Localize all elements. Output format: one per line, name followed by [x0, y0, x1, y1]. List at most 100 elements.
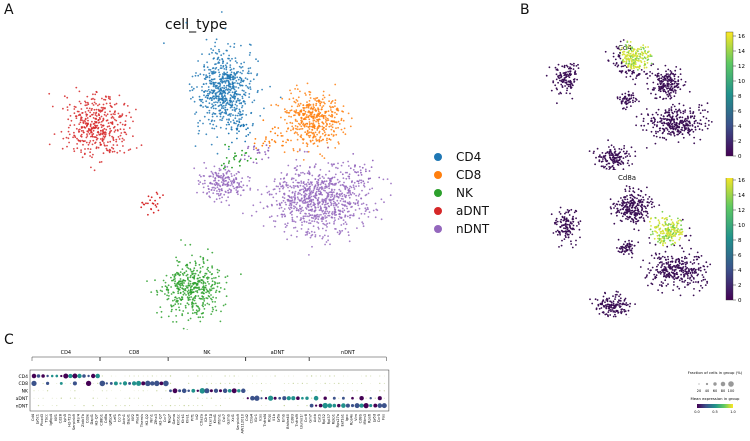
dot [333, 382, 335, 384]
dot [97, 382, 99, 385]
dot [320, 375, 322, 377]
gene-label: Xcl1 [231, 414, 235, 422]
group-bracket-label: aDNT [271, 350, 286, 356]
dot [220, 397, 221, 399]
dot [292, 382, 294, 385]
gene-label: Izumo1r [299, 413, 303, 428]
legend-item-cd8: CD8 [434, 166, 514, 184]
colorbar-tick: 10 [738, 223, 745, 229]
legend-item-cd4: CD4 [434, 148, 514, 166]
dot [238, 382, 240, 385]
dot [359, 395, 364, 401]
dot [291, 396, 296, 401]
dot [199, 388, 206, 394]
gene-label: Fcer1g [208, 414, 212, 426]
colorbar-tick: 0 [738, 298, 742, 304]
dot [363, 402, 369, 409]
dot [347, 375, 349, 377]
dot [151, 404, 153, 407]
cell-type-legend: CD4 CD8 NK aDNT nDNT [434, 148, 514, 238]
gene-label: H2-Q2 [145, 414, 149, 426]
feature-cells [639, 247, 712, 297]
dot [370, 375, 372, 377]
legend-swatch [434, 153, 442, 161]
size-legend-dot [705, 382, 709, 386]
gene-label: Ccr8 [304, 413, 308, 422]
dot [351, 396, 354, 400]
dot [101, 405, 103, 407]
dot [120, 390, 121, 392]
dot [141, 381, 146, 386]
dot [246, 397, 249, 400]
dot [187, 389, 190, 393]
dot [242, 397, 244, 399]
legend-label: nDNT [456, 222, 490, 236]
gene-label: Cytb [318, 413, 322, 422]
gene-label: Il1r1 [254, 414, 258, 422]
dot [301, 396, 304, 400]
colorbar-tick: 2 [738, 139, 742, 145]
gene-label: Cd4 [31, 413, 35, 421]
dot [192, 405, 194, 407]
row-label: aDNT [16, 396, 29, 402]
gene-label: Tnfrsf9 [295, 413, 299, 427]
gene-label: Prf1 [190, 414, 194, 421]
colorbar-tick: 14 [738, 193, 745, 199]
dot [370, 390, 372, 392]
dot [292, 375, 294, 377]
gene-label: Cst7 [222, 414, 226, 422]
dot [147, 405, 149, 407]
dot [91, 373, 96, 379]
feature-scatter: 16 14 12 10 8 6 4 2 0 [545, 31, 745, 170]
gene-label: Msr4 [77, 413, 81, 422]
umap-stray-cd4 [227, 113, 254, 144]
dot [138, 390, 139, 392]
gene-label: Fos [381, 414, 385, 420]
dot [224, 397, 226, 399]
dot [201, 397, 203, 399]
dot [206, 397, 208, 399]
dot [204, 388, 210, 394]
dot [138, 405, 139, 406]
gene-label: Ifitm1 [218, 414, 222, 425]
dot [341, 396, 345, 400]
dot [265, 383, 267, 384]
feature-cells [545, 62, 580, 105]
dot [128, 397, 131, 399]
dot [161, 405, 162, 406]
gene-label: Klrd1 [213, 414, 217, 423]
dot [351, 390, 354, 392]
gene-label: Actb [313, 413, 317, 422]
dot [322, 402, 328, 409]
dot [206, 382, 208, 385]
dot [42, 382, 44, 384]
dot [42, 390, 44, 392]
dot [213, 388, 219, 393]
feature-plot-cd4: Cd4 16 14 12 10 8 6 4 2 0 [518, 30, 750, 170]
gene-label: Lyh5 [63, 414, 67, 422]
dot [329, 382, 331, 384]
dot [159, 381, 164, 386]
dot [356, 390, 358, 392]
dot [265, 405, 267, 407]
colorbar-tick: 14 [738, 49, 745, 55]
dot [315, 382, 317, 384]
dot [70, 390, 71, 392]
dot-plot-frame [29, 369, 390, 412]
dot [115, 375, 117, 377]
row-label: CD4 [19, 374, 29, 380]
dot [51, 397, 53, 399]
dot [119, 382, 122, 385]
group-bracket [168, 356, 246, 361]
dot [37, 404, 40, 407]
dot [338, 382, 340, 385]
dot [283, 390, 285, 392]
gene-label: Plac8 [136, 413, 140, 423]
dot [111, 390, 112, 392]
dot [188, 382, 190, 385]
dot [305, 396, 309, 400]
dot [327, 403, 333, 408]
dot [56, 397, 58, 399]
dot [122, 381, 128, 386]
color-legend-tick: 1.0 [730, 410, 736, 414]
